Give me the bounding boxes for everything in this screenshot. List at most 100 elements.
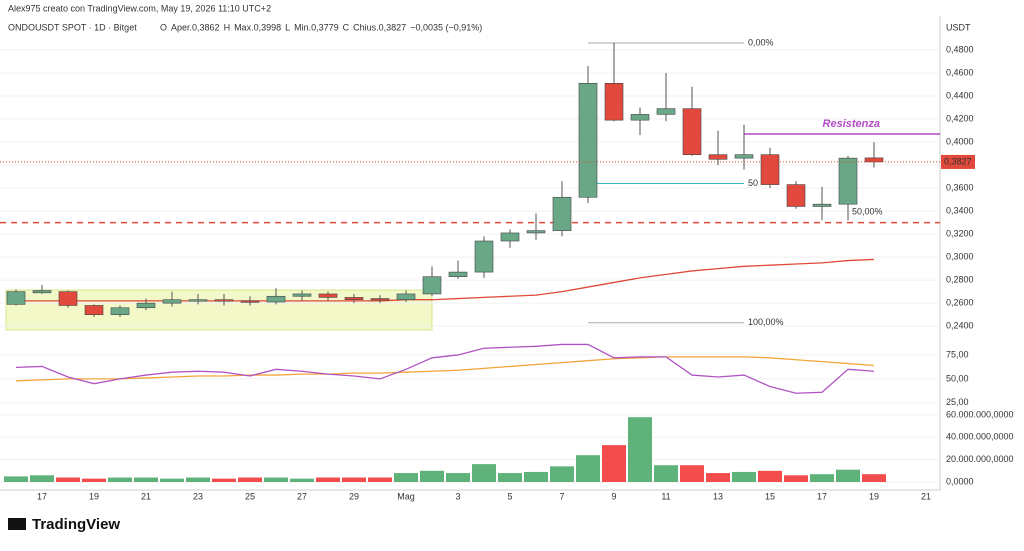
volume-bar bbox=[446, 473, 470, 482]
x-tick-label: 15 bbox=[765, 491, 775, 501]
legend-item: Chius.0,3827 bbox=[353, 22, 406, 32]
legend-item: Max.0,3998 bbox=[234, 22, 281, 32]
volume-bar bbox=[498, 473, 522, 482]
y-tick-label: 0,2800 bbox=[946, 275, 974, 285]
x-tick-label: 19 bbox=[869, 491, 879, 501]
resistance-label: Resistenza bbox=[823, 118, 880, 130]
candle-body bbox=[188, 299, 208, 302]
volume-bar bbox=[602, 445, 626, 482]
legend-item: −0,0035 (−0,91%) bbox=[410, 22, 482, 32]
volume-bar bbox=[836, 469, 860, 482]
y-tick-label: 0,2400 bbox=[946, 321, 974, 331]
volume-bar bbox=[134, 477, 158, 482]
volume-bar bbox=[394, 473, 418, 482]
x-tick-label: 17 bbox=[817, 491, 827, 501]
y-tick-label: 0,4800 bbox=[946, 44, 974, 54]
volume-bar bbox=[108, 477, 132, 482]
volume-bar bbox=[654, 465, 678, 482]
ma-line bbox=[16, 258, 875, 302]
candle-body bbox=[474, 240, 494, 273]
volume-bar bbox=[576, 455, 600, 482]
candle-body bbox=[708, 154, 728, 160]
candle-body bbox=[266, 295, 286, 303]
candle-body bbox=[344, 297, 364, 301]
candle-body bbox=[526, 230, 546, 234]
last-price-tag bbox=[941, 154, 975, 169]
legend-item: O bbox=[160, 22, 167, 32]
volume-bar bbox=[368, 477, 392, 482]
y-tick-label: 75,00 bbox=[946, 349, 969, 359]
x-tick-label: 11 bbox=[661, 491, 670, 501]
rsi-line bbox=[15, 343, 875, 394]
header: Alex975 creato con TradingView.com, May … bbox=[8, 3, 271, 13]
y-tick-label: 0,0000 bbox=[946, 476, 974, 486]
x-tick-label: 5 bbox=[507, 491, 512, 501]
candle-body bbox=[552, 196, 572, 231]
volume-bar bbox=[862, 474, 886, 482]
rsi-ma-line bbox=[15, 356, 875, 382]
candle-body bbox=[162, 299, 182, 304]
x-tick-label: 29 bbox=[349, 491, 359, 501]
candle-body bbox=[214, 299, 234, 302]
candle-body bbox=[630, 114, 650, 121]
y-tick-label: 0,4200 bbox=[946, 113, 974, 123]
y-tick-label: 0,4000 bbox=[946, 136, 974, 146]
x-tick-label: 17 bbox=[37, 491, 47, 501]
candle-body bbox=[370, 298, 390, 301]
candle-body bbox=[240, 300, 260, 303]
candle-body bbox=[786, 184, 806, 207]
candle-body bbox=[318, 293, 338, 298]
legend-item: L bbox=[285, 22, 290, 32]
volume-bar bbox=[524, 471, 548, 482]
x-tick-label: 21 bbox=[921, 491, 931, 501]
volume-bar bbox=[82, 478, 106, 482]
candle-body bbox=[58, 291, 78, 306]
y-tick-label: 40.000.000,0000 bbox=[946, 432, 1014, 442]
legend-item: Aper.0,3862 bbox=[171, 22, 220, 32]
candle-body bbox=[812, 203, 832, 207]
y-tick-label: 60.000.000,0000 bbox=[946, 409, 1014, 419]
unit: USDT bbox=[946, 22, 971, 32]
volume-bar bbox=[264, 477, 288, 482]
x-tick-label: Mag bbox=[397, 491, 415, 501]
logo-icon bbox=[8, 518, 26, 530]
x-tick-label: 21 bbox=[141, 491, 151, 501]
volume-bar bbox=[628, 417, 652, 482]
y-tick-label: 0,3600 bbox=[946, 182, 974, 192]
candle-body bbox=[760, 154, 780, 185]
x-tick-label: 3 bbox=[455, 491, 460, 501]
volume-bar bbox=[550, 466, 574, 482]
candle-body bbox=[656, 108, 676, 115]
y-tick-label: 0,3000 bbox=[946, 251, 974, 261]
legend-item: C bbox=[343, 22, 350, 32]
volume-bar bbox=[680, 465, 704, 482]
y-tick-label: 25,00 bbox=[946, 397, 969, 407]
candle-body bbox=[448, 271, 468, 277]
last-price-label: 0,3827 bbox=[944, 156, 972, 166]
y-tick-label: 20.000.000,0000 bbox=[946, 454, 1014, 464]
volume-bar bbox=[784, 475, 808, 482]
volume-bar bbox=[810, 474, 834, 482]
candle-body bbox=[84, 305, 104, 315]
logo: TradingView bbox=[32, 516, 120, 533]
volume-bar bbox=[238, 477, 262, 482]
volume-bar bbox=[316, 477, 340, 482]
symbol: ONDOUSDT SPOT · 1D · Bitget bbox=[8, 22, 137, 32]
volume-bar bbox=[186, 477, 210, 482]
volume-bar bbox=[4, 476, 28, 482]
y-tick-label: 0,2600 bbox=[946, 298, 974, 308]
candle-body bbox=[604, 83, 624, 121]
volume-bar bbox=[30, 475, 54, 482]
volume-bar bbox=[472, 464, 496, 482]
candle-body bbox=[292, 293, 312, 297]
candle-body bbox=[734, 154, 754, 159]
y-tick-label: 0,4400 bbox=[946, 90, 974, 100]
legend-item: H bbox=[224, 22, 231, 32]
x-tick-label: 9 bbox=[611, 491, 616, 501]
candle-body bbox=[422, 276, 442, 295]
candle-body bbox=[682, 108, 702, 155]
candle-body bbox=[864, 157, 884, 163]
y-tick-label: 0,4600 bbox=[946, 67, 974, 77]
candle-body bbox=[110, 307, 130, 315]
